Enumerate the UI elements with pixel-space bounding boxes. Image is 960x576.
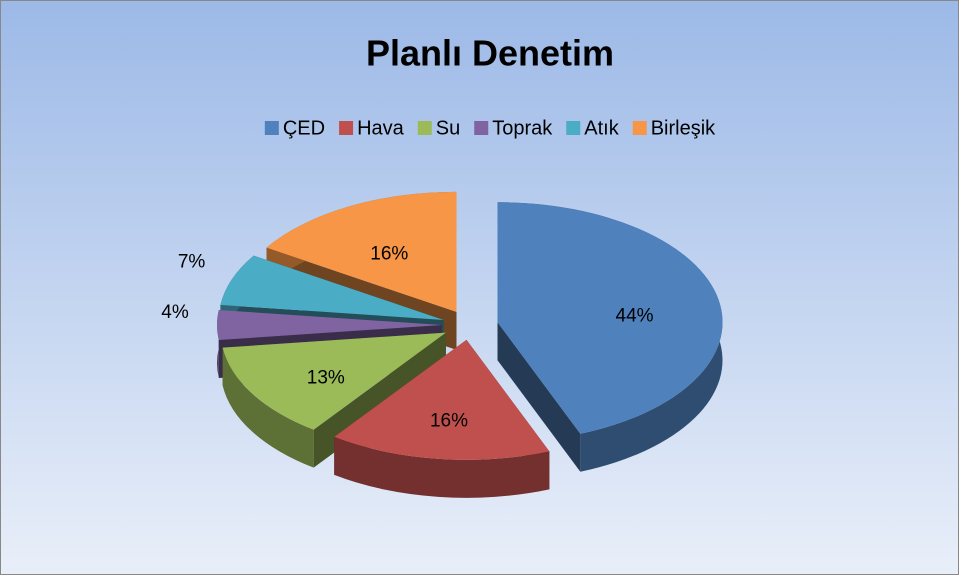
legend-label: Atık xyxy=(584,117,619,139)
data-label: 16% xyxy=(370,244,408,265)
slice xyxy=(222,332,446,430)
chart-title: Planlı Denetim xyxy=(366,33,614,74)
slice-side xyxy=(497,322,581,472)
data-label: 13% xyxy=(307,367,345,388)
legend-label: Hava xyxy=(357,117,405,139)
slice xyxy=(334,339,550,460)
legend-label: Su xyxy=(436,117,460,139)
legend-swatch xyxy=(566,121,581,135)
slice xyxy=(497,202,723,434)
legend-label: Toprak xyxy=(492,117,553,139)
slice-side xyxy=(222,347,314,468)
legend-swatch xyxy=(339,121,354,135)
legend-swatch xyxy=(474,121,489,135)
legend: ÇED Hava Su Toprak Atık Birleşik xyxy=(264,117,716,139)
data-label: 4% xyxy=(161,302,189,323)
legend-swatch xyxy=(417,121,432,135)
legend-label: ÇED xyxy=(283,117,325,139)
slice xyxy=(216,309,442,341)
legend-label: Birleşik xyxy=(651,117,716,139)
pie: 44% 16% 13% 4% 7% 16% xyxy=(161,191,723,498)
data-label: 44% xyxy=(616,305,654,326)
legend-swatch xyxy=(264,121,279,135)
legend-swatch xyxy=(632,121,647,135)
data-label: 16% xyxy=(430,411,468,432)
slice xyxy=(266,191,457,312)
data-label: 7% xyxy=(178,251,206,272)
slice xyxy=(220,255,444,320)
slice-side xyxy=(334,436,550,498)
